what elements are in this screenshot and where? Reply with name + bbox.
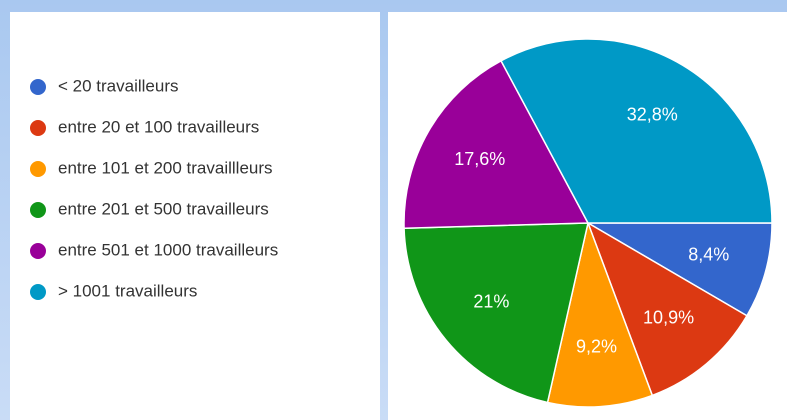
- pie-slice: [586, 221, 748, 397]
- legend-label: > 1001 travailleurs: [58, 281, 197, 300]
- legend-label: entre 20 et 100 travailleurs: [58, 117, 259, 136]
- pie-slice: [403, 59, 590, 229]
- slice-label: 32,8%: [627, 104, 678, 124]
- pie-slice: [403, 222, 589, 404]
- legend-swatch: [30, 161, 46, 177]
- legend-swatch: [30, 202, 46, 218]
- legend-panel: [10, 12, 380, 420]
- legend-label: entre 201 et 500 travailleurs: [58, 199, 269, 218]
- pie-slice: [500, 38, 773, 224]
- legend: < 20 travailleurs entre 20 et 100 travail…: [30, 76, 278, 300]
- legend-label: < 20 travailleurs: [58, 76, 178, 95]
- pie-slice: [546, 220, 654, 408]
- slice-label: 9,2%: [576, 337, 617, 357]
- legend-swatch: [30, 120, 46, 136]
- slice-label: 10,9%: [643, 307, 694, 327]
- slice-label: 8,4%: [688, 244, 729, 264]
- legend-label: entre 101 et 200 travaillleurs: [58, 158, 273, 177]
- legend-swatch: [30, 284, 46, 300]
- slice-label: 21%: [473, 291, 509, 311]
- legend-swatch: [30, 79, 46, 95]
- legend-label: entre 501 et 1000 travailleurs: [58, 240, 278, 259]
- legend-swatch: [30, 243, 46, 259]
- slice-label: 17,6%: [454, 149, 505, 169]
- pie-slice: [585, 222, 773, 317]
- pie: 8,4% 10,9% 9,2% 21% 17,6% 32,8%: [403, 38, 773, 408]
